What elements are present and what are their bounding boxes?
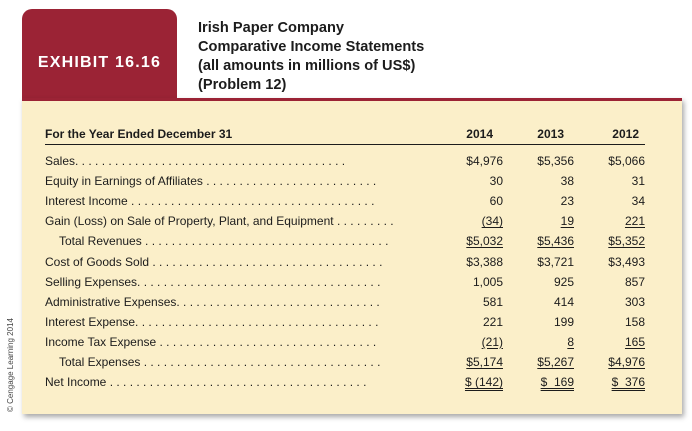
statement-panel (22, 98, 682, 414)
equity-earnings-2014: 30 (489, 174, 503, 189)
income-statement-table: For the Year Ended December 31 2014 2013… (45, 123, 645, 392)
row-label-interest-income: Interest Income . . . . . . . . . . . . … (45, 194, 375, 209)
interest-expense-2012: 158 (624, 314, 645, 329)
table-row: Total Revenues . . . . . . . . . . . . .… (45, 231, 645, 251)
exhibit-badge-label: EXHIBIT 16.16 (37, 54, 162, 71)
admin-expenses-2013: 414 (553, 294, 574, 309)
interest-expense-2014: 221 (482, 314, 503, 329)
panel-top-rule (22, 98, 682, 101)
table-row: Total Expenses . . . . . . . . . . . . .… (45, 352, 645, 372)
year-header-2014: 2014 (432, 123, 503, 145)
title-problem: (Problem 12) (198, 77, 287, 93)
income-tax-2014: (21) (481, 334, 503, 349)
row-label-admin-expenses: Administrative Expenses. . . . . . . . .… (45, 294, 380, 309)
cogs-2014: $3,388 (466, 254, 503, 269)
table-row: Interest Expense. . . . . . . . . . . . … (45, 312, 645, 332)
total-expenses-2013: $5,267 (537, 354, 574, 369)
total-revenues-2013: $5,436 (537, 234, 574, 249)
interest-income-2014: 60 (489, 194, 503, 209)
row-label-total-revenues: Total Revenues . . . . . . . . . . . . .… (59, 234, 389, 249)
row-label-interest-expense: Interest Expense. . . . . . . . . . . . … (45, 314, 379, 329)
gain-loss-2014: (34) (481, 214, 503, 229)
row-label-income-tax: Income Tax Expense . . . . . . . . . . .… (45, 334, 377, 349)
equity-earnings-2013: 38 (560, 174, 574, 189)
year-header-2012: 2012 (574, 123, 645, 145)
selling-expenses-2013: 925 (553, 274, 574, 289)
gain-loss-2013: 19 (560, 214, 574, 229)
table-row: Equity in Earnings of Affiliates . . . .… (45, 171, 645, 191)
exhibit-title: Irish Paper Company Comparative Income S… (198, 19, 424, 95)
interest-income-2012: 34 (631, 194, 645, 209)
row-label-sales: Sales. . . . . . . . . . . . . . . . . .… (45, 154, 346, 169)
row-label-gain-loss: Gain (Loss) on Sale of Property, Plant, … (45, 214, 394, 229)
cogs-2012: $3,493 (608, 254, 645, 269)
row-label-total-expenses: Total Expenses . . . . . . . . . . . . .… (59, 354, 381, 369)
period-header: For the Year Ended December 31 (45, 123, 432, 145)
net-income-2014: $ (142) (464, 375, 503, 390)
interest-expense-2013: 199 (553, 314, 574, 329)
row-label-cogs: Cost of Goods Sold . . . . . . . . . . .… (45, 254, 383, 269)
selling-expenses-2012: 857 (624, 274, 645, 289)
row-label-selling-expenses: Selling Expenses. . . . . . . . . . . . … (45, 274, 381, 289)
cogs-2013: $3,721 (537, 254, 574, 269)
total-revenues-2014: $5,032 (466, 234, 503, 249)
income-tax-2012: 165 (624, 334, 645, 349)
sales-2013: $5,356 (537, 154, 574, 169)
sales-2012: $5,066 (608, 154, 645, 169)
table-row: Selling Expenses. . . . . . . . . . . . … (45, 272, 645, 292)
equity-earnings-2012: 31 (631, 174, 645, 189)
table-row: Cost of Goods Sold . . . . . . . . . . .… (45, 251, 645, 271)
table-row: Interest Income . . . . . . . . . . . . … (45, 191, 645, 211)
admin-expenses-2014: 581 (482, 294, 503, 309)
title-units: (all amounts in millions of US$) (198, 58, 416, 74)
year-header-2013: 2013 (503, 123, 574, 145)
total-expenses-2014: $5,174 (466, 354, 503, 369)
total-revenues-2012: $5,352 (608, 234, 645, 249)
net-income-2013: $ 169 (540, 375, 574, 390)
table-row: Income Tax Expense . . . . . . . . . . .… (45, 332, 645, 352)
row-label-equity-earnings: Equity in Earnings of Affiliates . . . .… (45, 174, 377, 189)
income-tax-2013: 8 (567, 334, 574, 349)
table-row: Gain (Loss) on Sale of Property, Plant, … (45, 211, 645, 231)
selling-expenses-2014: 1,005 (472, 274, 503, 289)
table-row: Net Income . . . . . . . . . . . . . . .… (45, 372, 645, 392)
title-company: Irish Paper Company (198, 20, 344, 36)
copyright-notice: © Cengage Learning 2014 (6, 318, 15, 412)
net-income-2012: $ 376 (611, 375, 645, 390)
row-label-net-income: Net Income . . . . . . . . . . . . . . .… (45, 375, 367, 390)
total-expenses-2012: $4,976 (608, 354, 645, 369)
gain-loss-2012: 221 (624, 214, 645, 229)
table-header-row: For the Year Ended December 31 2014 2013… (45, 123, 645, 145)
admin-expenses-2012: 303 (624, 294, 645, 309)
table-row: Sales. . . . . . . . . . . . . . . . . .… (45, 151, 645, 171)
title-statement: Comparative Income Statements (198, 39, 425, 55)
table-row: Administrative Expenses. . . . . . . . .… (45, 292, 645, 312)
sales-2014: $4,976 (466, 154, 503, 169)
interest-income-2013: 23 (560, 194, 574, 209)
